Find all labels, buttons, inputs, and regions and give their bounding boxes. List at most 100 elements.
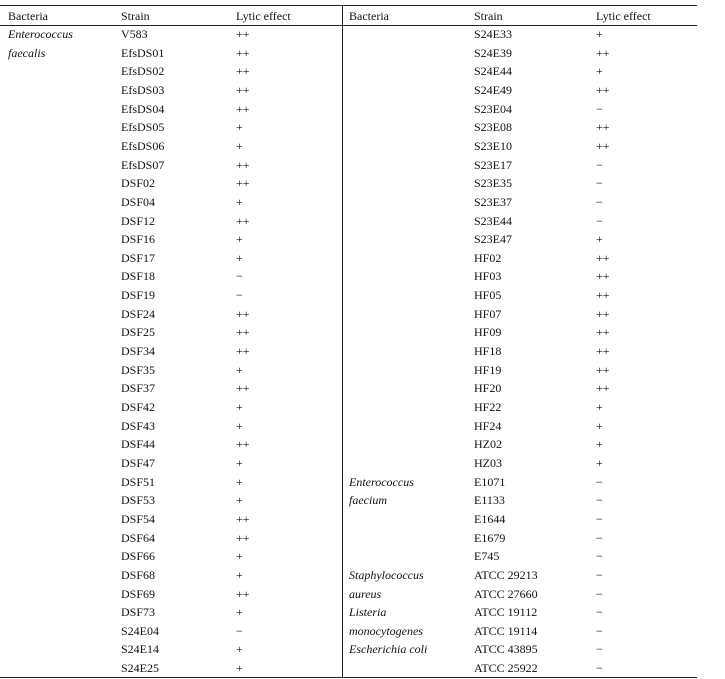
strain: DSF54: [121, 511, 156, 526]
strain: EfsDS01: [121, 45, 165, 60]
strain: DSF24: [121, 306, 156, 321]
lytic-effect: −: [596, 493, 603, 508]
strain: S23E44: [474, 213, 513, 228]
lytic-effect: +: [236, 232, 243, 247]
strain: EfsDS06: [121, 138, 165, 153]
strain: E1071: [474, 474, 506, 489]
lytic-effect: +: [236, 549, 243, 564]
strain: DSF25: [121, 325, 156, 340]
strain: S24E49: [474, 82, 513, 97]
lytic-effect: ++: [596, 306, 610, 321]
lytic-effect: +: [596, 400, 603, 414]
bacteria-name: Enterococcus: [349, 474, 414, 489]
strain: EfsDS03: [121, 82, 165, 97]
strain: DSF42: [121, 400, 156, 414]
strain: ATCC 25922: [474, 661, 538, 676]
strain: HF02: [474, 250, 502, 265]
lytic-effect: −: [596, 511, 603, 526]
strain: ATCC 29213: [474, 567, 538, 582]
lytic-effect: ++: [236, 344, 250, 359]
column-header: Bacteria: [349, 9, 389, 23]
column-header: Strain: [121, 9, 150, 23]
strain: DSF37: [121, 381, 156, 396]
strain: E1133: [474, 493, 505, 508]
strain: HF18: [474, 344, 502, 359]
bacteria-name: Enterococcus: [8, 27, 73, 41]
strain: DSF69: [121, 586, 156, 601]
strain: DSF18: [121, 269, 156, 284]
lytic-effect: −: [596, 157, 603, 172]
strain: S24E25: [121, 661, 160, 676]
column-header: Lytic effect: [236, 9, 291, 23]
lytic-effect: −: [596, 474, 603, 489]
lytic-effect: ++: [236, 101, 250, 116]
lytic-effect: −: [596, 661, 603, 676]
lytic-effect: −: [596, 586, 603, 601]
lytic-effect: ++: [236, 325, 250, 340]
strain: HZ03: [474, 455, 502, 470]
lytic-effect: +: [596, 64, 603, 79]
lytic-effect: −: [596, 549, 603, 564]
lytic-effect: −: [596, 642, 603, 657]
strain: DSF35: [121, 362, 156, 377]
lytic-effect: +: [596, 455, 603, 470]
strain: HF19: [474, 362, 502, 377]
lytic-effect: ++: [236, 157, 250, 172]
lytic-effect: ++: [596, 138, 610, 153]
lytic-effect: ++: [236, 437, 250, 452]
lytic-effect: −: [596, 213, 603, 228]
lytic-effect: −: [596, 605, 603, 620]
strain: HF20: [474, 381, 502, 396]
strain: HF22: [474, 400, 502, 414]
strain: ATCC 27660: [474, 586, 538, 601]
strain: DSF73: [121, 605, 156, 620]
strain: V583: [121, 27, 148, 41]
strain: ATCC 43895: [474, 642, 538, 657]
strain: S23E10: [474, 138, 513, 153]
lytic-effect: −: [596, 567, 603, 582]
strain: E1644: [474, 511, 506, 526]
strain: S23E47: [474, 232, 513, 247]
strain: S23E04: [474, 101, 513, 116]
lytic-effect: +: [236, 567, 243, 582]
strain: DSF44: [121, 437, 156, 452]
lytic-effect: ++: [596, 381, 610, 396]
bacteria-name: faecalis: [8, 45, 46, 60]
lytic-effect: −: [596, 176, 603, 191]
lytic-effect: +: [236, 605, 243, 620]
lytic-effect: ++: [596, 82, 610, 97]
lytic-effect: ++: [236, 45, 250, 60]
bottom-rule: [0, 677, 697, 678]
lytic-effect: −: [596, 101, 603, 116]
strain: DSF43: [121, 418, 156, 433]
lytic-effect: ++: [236, 176, 250, 191]
strain: S23E08: [474, 120, 513, 135]
top-rule: [0, 5, 697, 6]
divider: [342, 5, 343, 677]
strain: DSF16: [121, 232, 156, 247]
lytic-effect: ++: [236, 213, 250, 228]
lytic-effect: −: [596, 194, 603, 209]
lytic-effect: +: [236, 362, 243, 377]
strain: S24E39: [474, 45, 513, 60]
lytic-effect: ++: [596, 250, 610, 265]
lytic-effect: ++: [236, 27, 250, 41]
lytic-effect: ++: [596, 325, 610, 340]
strain: EfsDS05: [121, 120, 165, 135]
strain: EfsDS04: [121, 101, 165, 116]
lytic-effect: ++: [596, 288, 610, 303]
column-header: Strain: [474, 9, 503, 23]
lytic-effect: ++: [236, 381, 250, 396]
strain: DSF66: [121, 549, 156, 564]
strain: HF24: [474, 418, 502, 433]
strain: HF05: [474, 288, 502, 303]
bacteria-name: faecium: [349, 493, 387, 508]
bacteria-name: Escherichia coli: [349, 642, 428, 657]
lytic-effect: ++: [236, 64, 250, 79]
lytic-effect: +: [236, 138, 243, 153]
lytic-effect: +: [596, 418, 603, 433]
column-header: Lytic effect: [596, 9, 651, 23]
lytic-effect: ++: [596, 362, 610, 377]
lytic-effect: +: [596, 27, 603, 41]
